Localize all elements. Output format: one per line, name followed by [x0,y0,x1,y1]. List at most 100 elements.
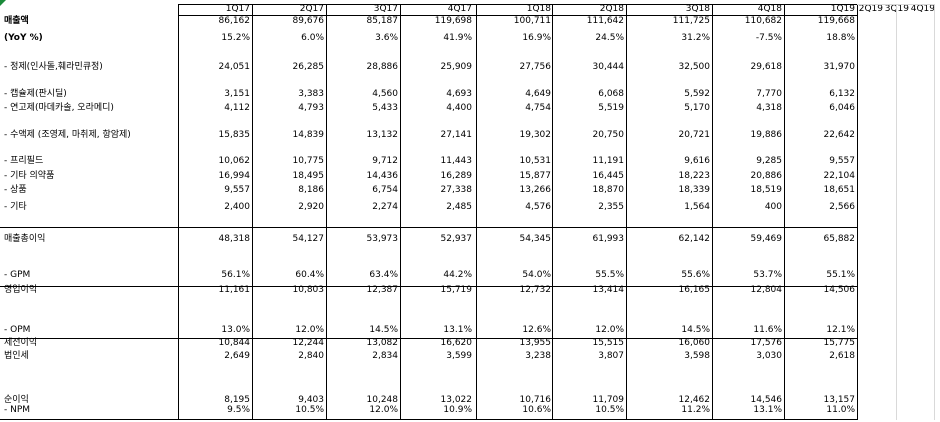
row-label[interactable]: 영업이익 [4,285,38,295]
table-cell[interactable]: 20,750 [592,130,625,140]
table-cell[interactable]: 4,693 [446,89,472,99]
table-cell[interactable]: 10.6% [522,405,551,415]
table-cell[interactable]: 4,793 [298,103,324,113]
table-cell[interactable]: 2,649 [224,351,250,361]
table-cell[interactable]: 3,151 [224,89,250,99]
table-cell[interactable]: 14,839 [292,130,325,140]
table-cell[interactable]: 20,886 [750,171,783,181]
table-cell[interactable]: 16,165 [678,285,711,295]
table-cell[interactable]: 9,616 [684,156,710,166]
table-cell[interactable]: 59,469 [750,234,783,244]
column-header[interactable]: 3Q17 [373,4,398,14]
table-cell[interactable]: 12.0% [595,325,624,335]
table-cell[interactable]: 61,993 [592,234,625,244]
table-cell[interactable]: 10,248 [366,395,399,405]
table-cell[interactable]: 4,112 [224,103,250,113]
row-label[interactable]: - 상품 [4,185,27,195]
table-cell[interactable]: 13,414 [592,285,625,295]
table-cell[interactable]: 119,698 [434,16,472,26]
table-cell[interactable]: 11,191 [592,156,625,166]
table-cell[interactable]: 24.5% [595,33,624,43]
table-cell[interactable]: 10,531 [519,156,552,166]
table-cell[interactable]: 11.2% [681,405,710,415]
table-cell[interactable]: 7,770 [756,89,782,99]
column-header[interactable]: 2Q18 [599,4,624,14]
table-cell[interactable]: 4,649 [525,89,551,99]
table-cell[interactable]: 18.8% [826,33,855,43]
table-cell[interactable]: 27,756 [519,62,552,72]
table-cell[interactable]: 63.4% [369,270,398,280]
table-cell[interactable]: 30,444 [592,62,625,72]
row-label[interactable]: - OPM [4,325,31,335]
table-cell[interactable]: 86,162 [218,16,251,26]
table-cell[interactable]: 54,127 [292,234,325,244]
table-cell[interactable]: 111,725 [672,16,710,26]
table-cell[interactable]: 9,557 [224,185,250,195]
table-cell[interactable]: 5,592 [684,89,710,99]
table-cell[interactable]: 3,599 [446,351,472,361]
table-cell[interactable]: 2,485 [446,202,472,212]
table-cell[interactable]: 15,775 [823,338,856,348]
table-cell[interactable]: 22,104 [823,171,856,181]
row-label[interactable]: (YoY %) [4,33,43,43]
table-cell[interactable]: 5,519 [598,103,624,113]
table-cell[interactable]: 11,443 [440,156,473,166]
table-cell[interactable]: 13.0% [221,325,250,335]
table-cell[interactable]: 18,519 [750,185,783,195]
table-cell[interactable]: 53.7% [753,270,782,280]
table-cell[interactable]: 89,676 [292,16,325,26]
table-cell[interactable]: 13,955 [519,338,552,348]
row-label[interactable]: 매출액 [4,16,29,26]
table-cell[interactable]: 12,462 [678,395,711,405]
table-cell[interactable]: 10,062 [218,156,251,166]
row-label[interactable]: - 연고제(마데카솔, 오라메디) [4,103,114,113]
table-cell[interactable]: 10,803 [292,285,325,295]
table-cell[interactable]: 2,400 [224,202,250,212]
table-cell[interactable]: 13,022 [440,395,473,405]
table-cell[interactable]: -7.5% [755,33,782,43]
row-label[interactable]: - 기타 의약품 [4,171,55,181]
table-cell[interactable]: 18,651 [823,185,856,195]
table-cell[interactable]: 13,266 [519,185,552,195]
row-label[interactable]: 매출총이익 [4,234,46,244]
table-cell[interactable]: 14.5% [681,325,710,335]
column-header[interactable]: 4Q18 [757,4,782,14]
table-cell[interactable]: 10,716 [519,395,552,405]
table-cell[interactable]: 111,642 [586,16,624,26]
table-cell[interactable]: 54,345 [519,234,552,244]
table-cell[interactable]: 6,046 [829,103,855,113]
table-cell[interactable]: 2,355 [598,202,624,212]
table-cell[interactable]: 22,642 [823,130,856,140]
table-cell[interactable]: 110,682 [744,16,782,26]
row-label[interactable]: - 정제(인사돌,훼라민큐정) [4,62,103,72]
table-cell[interactable]: 48,318 [218,234,251,244]
table-cell[interactable]: 5,170 [684,103,710,113]
table-cell[interactable]: 6,754 [372,185,398,195]
table-cell[interactable]: 13,132 [366,130,399,140]
table-cell[interactable]: 56.1% [221,270,250,280]
table-cell[interactable]: 9,712 [372,156,398,166]
table-cell[interactable]: 100,711 [513,16,551,26]
row-label[interactable]: - 기타 [4,202,27,212]
table-cell[interactable]: 400 [764,202,782,212]
table-cell[interactable]: 3,807 [598,351,624,361]
table-cell[interactable]: 9,403 [298,395,324,405]
table-cell[interactable]: 18,339 [678,185,711,195]
table-cell[interactable]: 12,804 [750,285,783,295]
column-header[interactable]: 4Q19 [910,4,935,14]
table-cell[interactable]: 27,141 [440,130,473,140]
table-cell[interactable]: 27,338 [440,185,473,195]
table-cell[interactable]: 12.0% [295,325,324,335]
table-cell[interactable]: 65,882 [823,234,856,244]
table-cell[interactable]: 3.6% [375,33,398,43]
table-cell[interactable]: 55.6% [681,270,710,280]
table-cell[interactable]: 24,051 [218,62,251,72]
table-cell[interactable]: 15,877 [519,171,552,181]
table-cell[interactable]: 16,289 [440,171,473,181]
table-cell[interactable]: 12.0% [369,405,398,415]
table-cell[interactable]: 44.2% [443,270,472,280]
table-cell[interactable]: 52,937 [440,234,473,244]
table-cell[interactable]: 16,620 [440,338,473,348]
table-cell[interactable]: 9,285 [756,156,782,166]
row-label[interactable]: 순이익 [4,395,29,405]
